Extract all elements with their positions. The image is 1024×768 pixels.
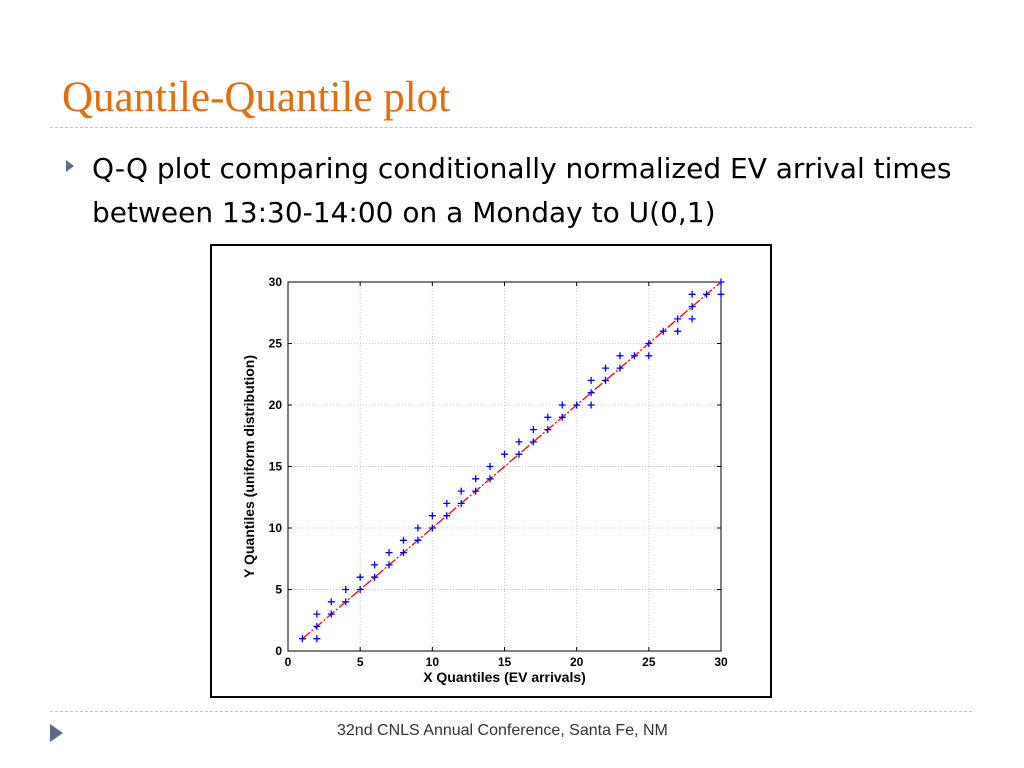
data-point [298,635,306,643]
y-axis-title: Y Quantiles (uniform distribution) [241,355,257,578]
data-point [472,487,480,495]
bullet-text: Q-Q plot comparing conditionally normali… [92,152,952,229]
data-point [529,438,537,446]
data-point [645,340,653,347]
triangle-right-icon [50,724,63,742]
data-point [486,463,494,470]
data-point [313,610,321,618]
reference-line [302,281,722,640]
y-tick-label: 20 [269,398,283,412]
data-point [486,475,494,483]
triangle-right-icon [66,160,74,172]
data-point [674,327,682,335]
y-tick-label: 15 [269,460,283,474]
footer-text: 32nd CNLS Annual Conference, Santa Fe, N… [337,722,668,739]
data-point [645,352,653,360]
data-point [399,536,407,544]
data-point [587,389,595,397]
data-point [385,561,393,569]
qq-plot-frame: 0 5 10 15 20 25 30 0 5 10 15 20 25 30 X Quantiles (EV… [210,244,772,698]
y-tick-label: 5 [275,583,282,597]
data-point [573,401,581,409]
data-point [616,352,624,360]
data-point [674,315,682,323]
data-point [659,327,667,335]
data-point [501,450,508,458]
footer-divider [50,711,972,712]
data-point [472,475,480,483]
data-point [443,512,451,520]
y-tick-label: 25 [269,337,283,351]
data-point [342,598,350,606]
data-point [371,573,379,581]
data-points [298,278,725,643]
data-point [602,364,610,372]
data-point [544,413,552,421]
data-point [414,536,422,544]
data-point [558,401,566,409]
data-point [616,364,624,372]
data-point [414,524,422,532]
data-point [457,487,465,495]
data-point [313,635,321,643]
data-point [443,499,451,507]
data-point [630,352,638,360]
data-point [703,290,711,298]
data-point [544,426,552,434]
data-point [587,401,595,409]
data-point [385,549,393,557]
x-tick-label: 25 [642,655,656,669]
data-point [717,278,725,286]
title-divider [50,127,972,128]
data-point [515,438,523,446]
x-tick-label: 20 [570,655,584,669]
data-point [399,549,407,557]
data-point [371,561,379,569]
data-point [515,450,523,458]
x-tick-label: 10 [426,655,440,669]
data-point [342,586,350,593]
x-tick-label: 5 [357,655,364,669]
y-tick-label: 30 [269,275,283,289]
data-point [356,586,364,593]
qq-plot: 0 5 10 15 20 25 30 0 5 10 15 20 25 30 X Quantiles (EV… [241,275,728,685]
y-tick-label: 0 [275,644,282,658]
data-point [688,315,696,323]
data-point [356,573,364,581]
x-tick-label: 0 [285,655,292,669]
y-tick-label: 10 [269,521,283,535]
data-point [717,290,725,298]
data-point [688,290,696,298]
data-point [529,426,537,434]
data-point [457,499,465,507]
x-tick-label: 30 [714,655,728,669]
data-point [327,598,335,606]
data-point [602,376,610,384]
data-point [428,524,436,532]
data-point [327,610,335,618]
data-point [688,303,696,311]
data-point [558,413,566,421]
slide-title: Quantile-Quantile plot [62,74,451,121]
axis-ticks: 0 5 10 15 20 25 30 0 5 10 15 20 25 30 [269,275,728,669]
data-point [313,622,321,630]
x-axis-title: X Quantiles (EV arrivals) [423,669,586,685]
data-point [428,512,436,520]
data-point [587,376,595,384]
x-tick-label: 15 [498,655,512,669]
